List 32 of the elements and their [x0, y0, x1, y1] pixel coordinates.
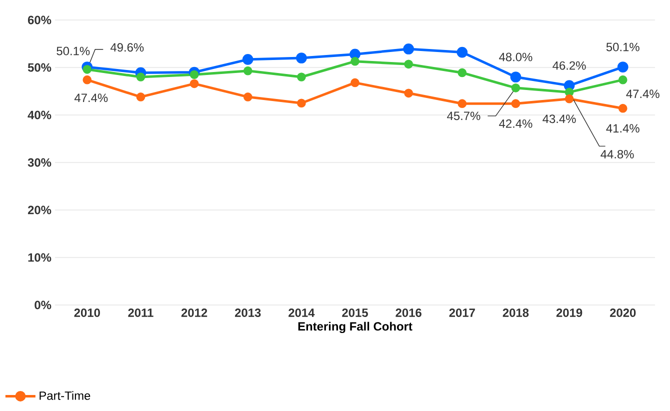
y-tick-label: 50%: [28, 63, 52, 72]
data-label: 48.0%: [499, 52, 532, 62]
y-tick-label: 30%: [28, 158, 52, 167]
data-label: 43.4%: [542, 114, 576, 124]
data-label: 47.4%: [626, 90, 660, 98]
x-tick-label: 2014: [288, 308, 315, 317]
data-label: 47.4%: [74, 94, 108, 102]
y-tick-label: 10%: [28, 253, 52, 262]
data-label: 41.4%: [606, 124, 640, 133]
data-label: 42.4%: [499, 119, 532, 128]
y-tick-label: 60%: [28, 16, 52, 24]
data-label: 45.7%: [447, 112, 480, 120]
legend-label: Part-Time: [40, 391, 90, 400]
x-tick-label: 2018: [502, 308, 529, 317]
data-label: 50.1%: [606, 42, 640, 52]
data-label: 44.8%: [600, 150, 634, 158]
x-tick-label: 2011: [128, 308, 154, 317]
x-tick-label: 2013: [234, 308, 261, 318]
data-label: 50.1%: [56, 46, 90, 56]
y-tick-label: 0%: [34, 300, 52, 310]
data-label: 46.2%: [552, 61, 586, 70]
x-axis-title: Entering Fall Cohort: [298, 322, 412, 334]
data-label: 49.6%: [110, 43, 144, 52]
x-tick-label: 2016: [396, 308, 422, 317]
x-tick-label: 2017: [449, 308, 475, 317]
x-tick-label: 2012: [181, 308, 208, 317]
x-tick-label: 2010: [74, 308, 100, 317]
x-tick-label: 2020: [610, 308, 636, 317]
x-tick-label: 2015: [342, 308, 368, 317]
x-tick-label: 2019: [556, 308, 582, 317]
y-tick-label: 20%: [28, 206, 52, 214]
y-tick-label: 40%: [28, 110, 52, 120]
